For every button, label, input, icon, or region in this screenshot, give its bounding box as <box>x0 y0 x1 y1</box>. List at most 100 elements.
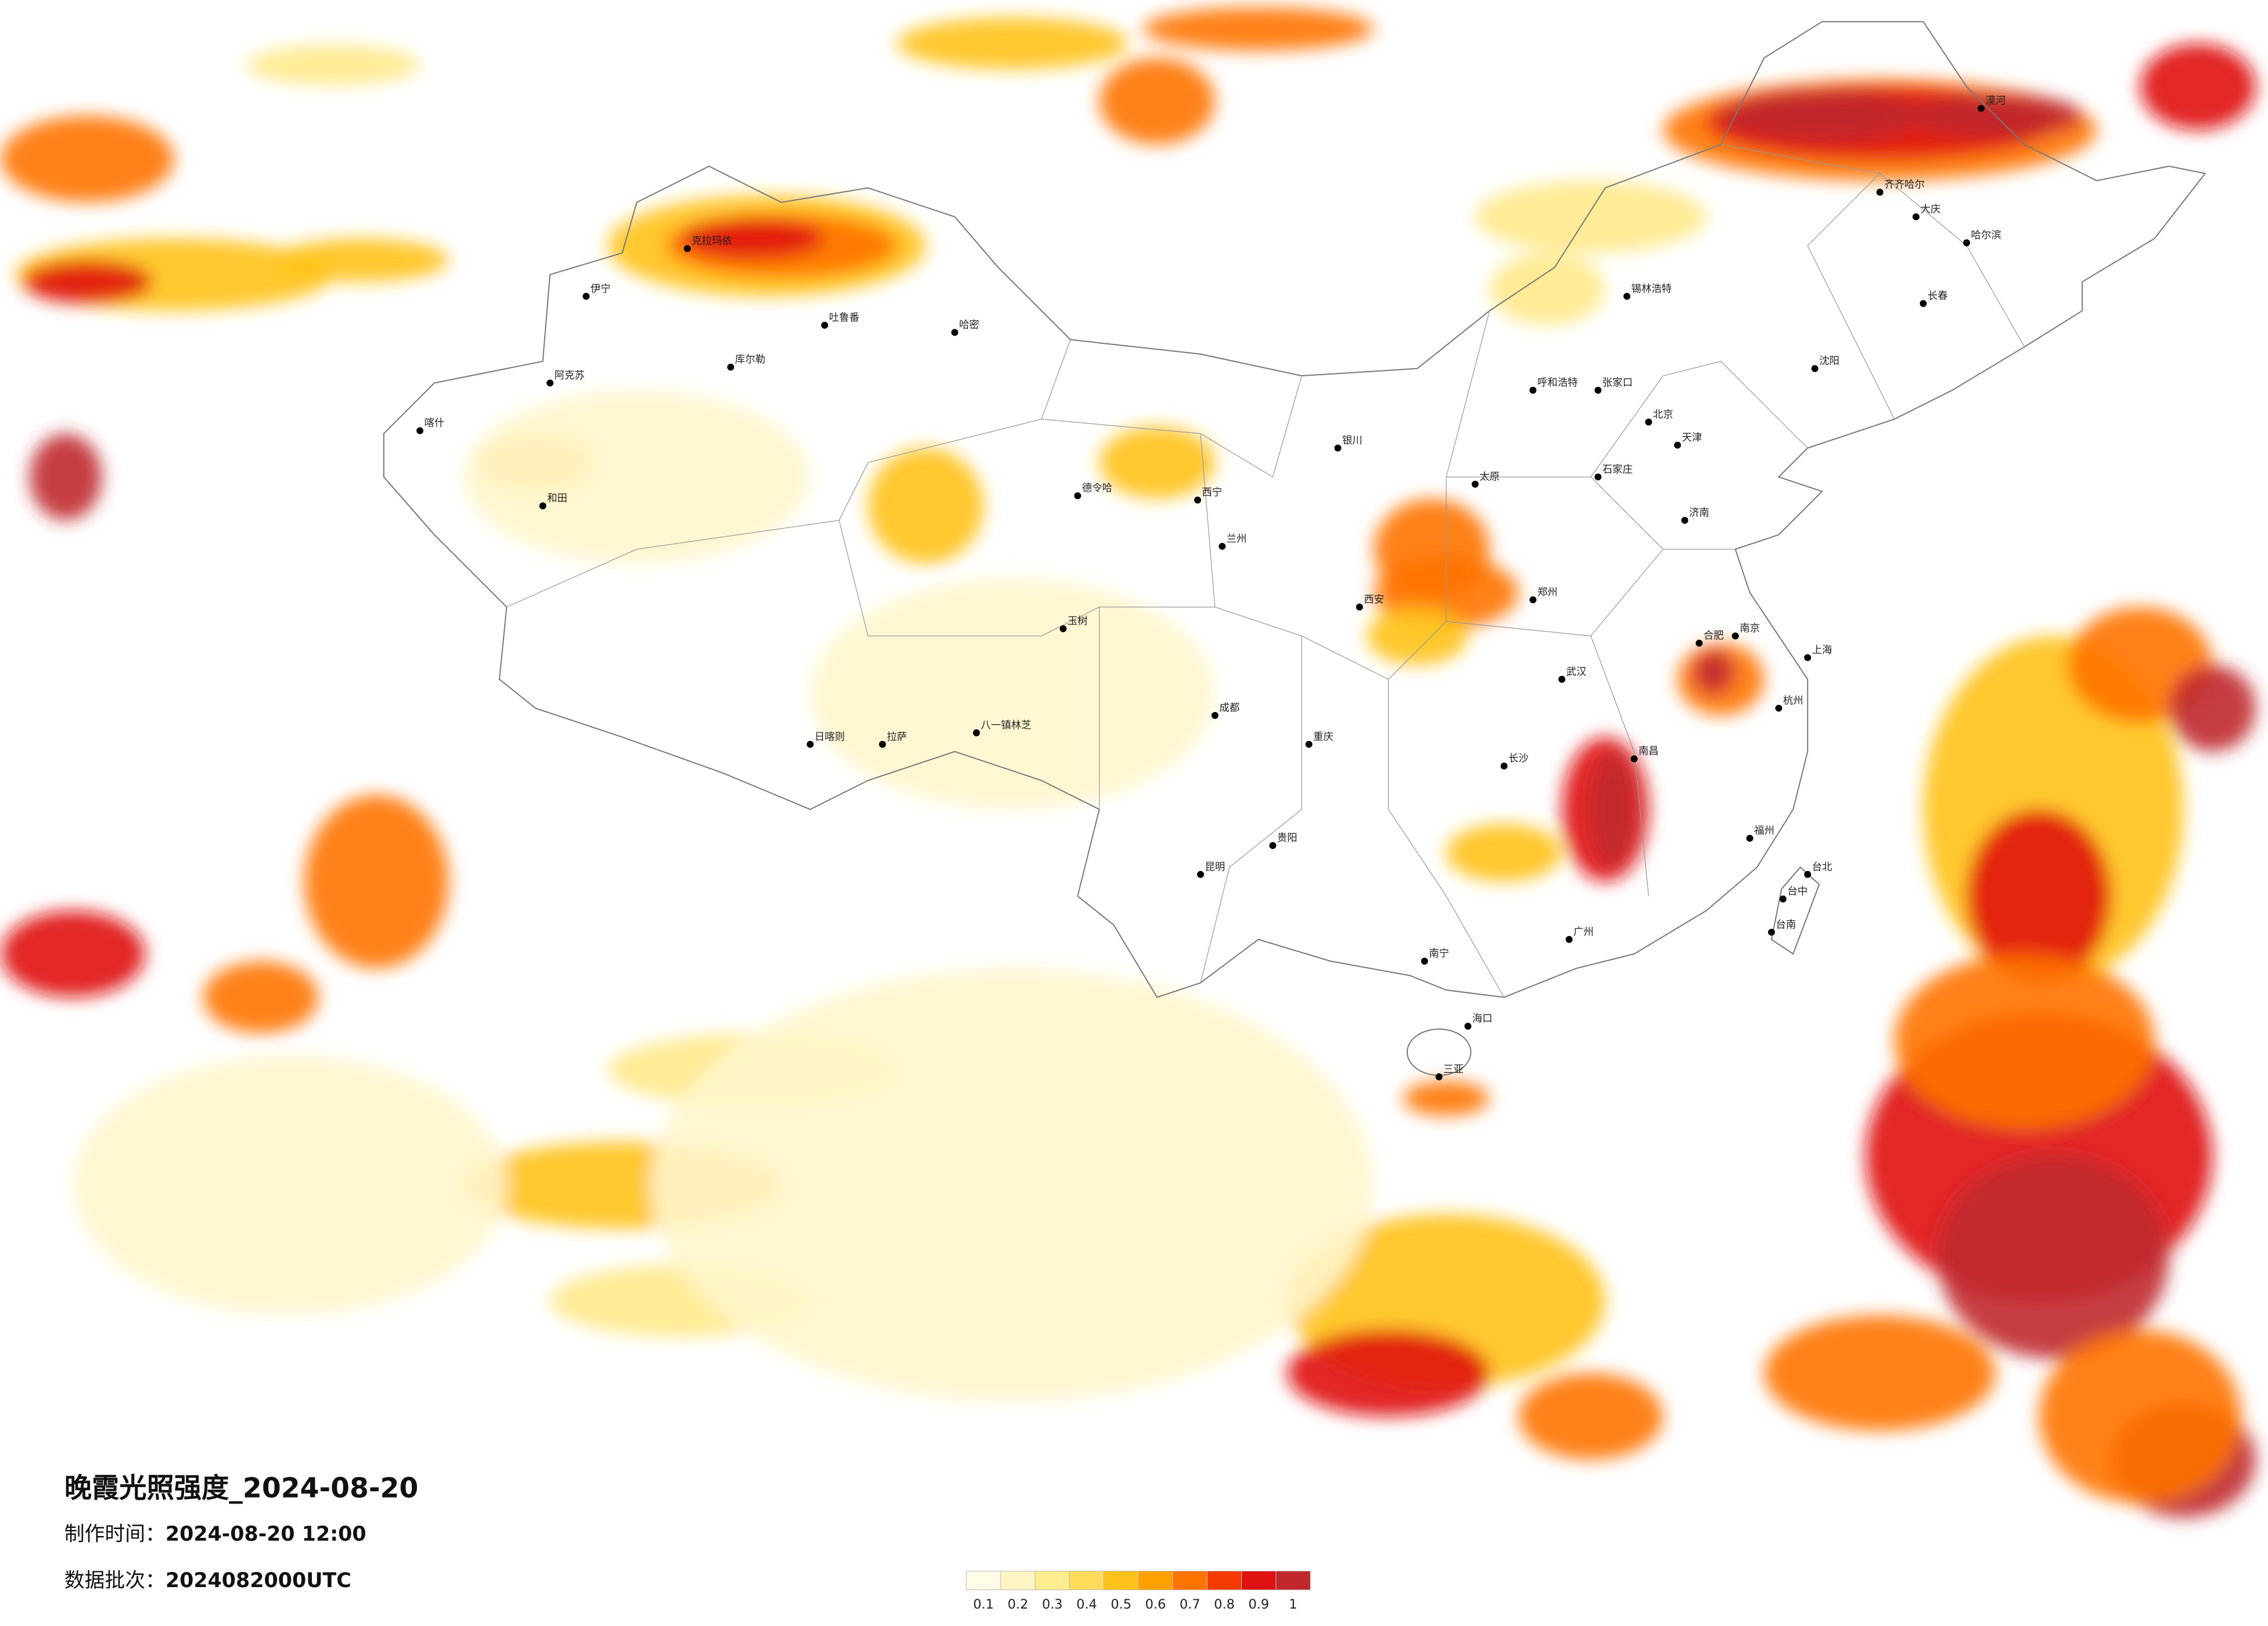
heat-patch <box>246 45 420 85</box>
city-label: 石家庄 <box>1602 464 1633 476</box>
batch-value: 2024082000UTC <box>166 1569 351 1592</box>
city-label: 南昌 <box>1638 746 1659 757</box>
city-label: 漠河 <box>1985 95 2005 107</box>
city-dot <box>1219 542 1226 550</box>
city-dot <box>1623 293 1631 300</box>
city-dot <box>1211 712 1219 719</box>
city-label: 伊宁 <box>591 283 611 295</box>
heat-patch <box>1 911 146 998</box>
city-dot <box>1197 870 1204 878</box>
city-label: 海口 <box>1472 1013 1493 1025</box>
city-label: 沈阳 <box>1819 355 1839 367</box>
city-dot <box>539 502 547 510</box>
legend-tick-label: 0.2 <box>1008 1597 1029 1612</box>
heat-patch <box>73 1055 507 1315</box>
city-dot <box>1645 418 1652 426</box>
city-dot <box>1674 441 1681 449</box>
city-label: 阿克苏 <box>554 370 584 382</box>
city-dot <box>1913 213 1920 221</box>
legend-tick-label: 0.4 <box>1076 1597 1097 1612</box>
city-dot <box>1059 625 1067 632</box>
city-label: 锡林浩特 <box>1631 283 1672 295</box>
legend-swatch <box>1138 1570 1173 1591</box>
city-dot <box>1269 842 1277 849</box>
city-label: 吐鲁番 <box>829 312 859 324</box>
city-label: 张家口 <box>1602 377 1633 389</box>
heat-patch <box>1764 1315 1996 1431</box>
city-label: 武汉 <box>1566 666 1587 678</box>
made-time: 制作时间：2024-08-20 12:00 <box>64 1523 366 1546</box>
city-label: 三亚 <box>1443 1064 1464 1075</box>
heat-patch <box>1938 1156 2169 1359</box>
city-dot <box>951 329 958 336</box>
legend-tick-label: 0.3 <box>1042 1597 1063 1612</box>
heat-patch <box>651 968 1374 1402</box>
city-label: 拉萨 <box>887 731 907 743</box>
heat-patch <box>868 448 984 564</box>
made-time-value: 2024-08-20 12:00 <box>166 1523 366 1546</box>
city-dot <box>973 729 980 736</box>
heat-patch <box>1590 751 1634 868</box>
legend-swatch <box>1241 1570 1277 1591</box>
legend-tick-label: 0.9 <box>1248 1597 1269 1612</box>
legend-swatch <box>1104 1570 1139 1591</box>
city-dot <box>727 364 735 371</box>
city-dot <box>1920 300 1927 307</box>
city-dot <box>1334 444 1342 452</box>
heat-patch <box>463 390 810 564</box>
legend: 0.1 0.2 0.3 0.4 0.5 0.6 0.7 0.8 0.9 1 <box>966 1570 1311 1612</box>
heat-patch <box>1967 809 2111 983</box>
heat-patch <box>275 238 449 282</box>
heat-patch <box>1142 7 1374 51</box>
city-label: 哈密 <box>959 319 979 331</box>
legend-swatch <box>1172 1570 1207 1591</box>
city-dot <box>1529 387 1537 394</box>
heat-patch <box>1518 1373 1663 1460</box>
legend-tick-label: 0.8 <box>1214 1597 1235 1612</box>
city-dot <box>1594 387 1602 394</box>
city-dot <box>1811 365 1818 372</box>
city-label: 合肥 <box>1703 630 1724 642</box>
city-dot <box>416 427 423 434</box>
city-label: 贵阳 <box>1277 833 1297 844</box>
legend-tick-label: 0.6 <box>1145 1597 1166 1612</box>
legend-swatch <box>1069 1570 1105 1591</box>
city-label: 南京 <box>1739 623 1760 635</box>
heat-patch <box>1475 181 1707 253</box>
batch-label: 数据批次： <box>64 1569 166 1592</box>
heat-patch <box>1367 607 1468 665</box>
legend-swatch <box>966 1570 1001 1591</box>
city-label: 台南 <box>1776 919 1796 931</box>
city-label: 德令哈 <box>1082 483 1112 494</box>
legend-tick-label: 0.7 <box>1180 1597 1201 1612</box>
city-dot <box>1695 639 1703 647</box>
heat-patch <box>1489 253 1605 325</box>
legend-swatch <box>1275 1570 1311 1591</box>
city-label: 台中 <box>1787 886 1807 898</box>
heat-patch <box>1287 1329 1490 1417</box>
city-label: 杭州 <box>1783 695 1803 707</box>
city-dot <box>1529 596 1537 603</box>
heat-patch <box>1894 954 2155 1128</box>
heat-patch <box>1446 823 1562 882</box>
city-label: 南宁 <box>1429 948 1449 960</box>
taiwan-outline <box>1770 866 1820 955</box>
heat-patch <box>1099 426 1215 499</box>
city-label: 哈尔滨 <box>1971 230 2001 242</box>
city-dot <box>1681 517 1688 524</box>
city-label: 重庆 <box>1313 731 1334 743</box>
city-dot <box>1876 189 1884 196</box>
city-dot <box>1305 740 1313 748</box>
city-label: 八一镇林芝 <box>981 720 1031 731</box>
city-dot <box>821 322 828 329</box>
city-dot <box>1746 834 1753 842</box>
city-dot <box>879 740 886 748</box>
city-label: 天津 <box>1682 432 1702 444</box>
title: 晚霞光照强度_2024-08-20 <box>64 1472 419 1504</box>
heat-patch <box>1720 89 1924 142</box>
heat-patch <box>1403 1081 1490 1116</box>
city-label: 太原 <box>1479 471 1500 483</box>
city-label: 台北 <box>1812 861 1832 873</box>
